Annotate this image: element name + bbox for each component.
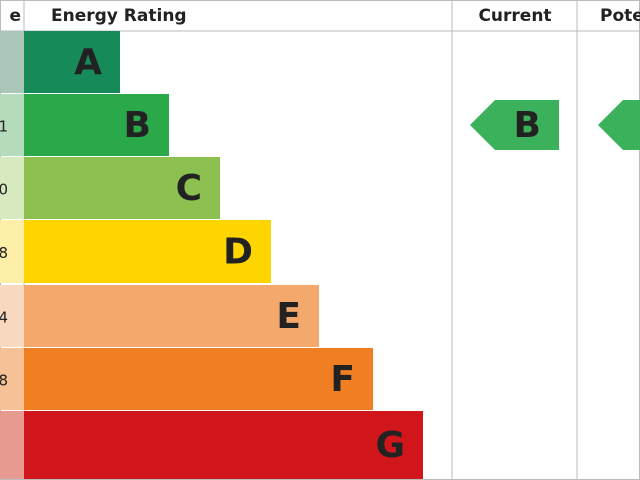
current-rating: B (514, 105, 541, 146)
rating-bar (24, 94, 169, 156)
rating-bar (24, 157, 220, 219)
score-text: 8 (0, 372, 8, 390)
rating-letter: G (375, 425, 405, 466)
current-header: Current (478, 6, 551, 26)
potential-header: Pote (600, 6, 640, 26)
rating-bar (24, 348, 373, 410)
bands: A 1 B 0 C 8 D 4 E 8 FG (0, 31, 423, 479)
rating-letter: B (124, 105, 151, 146)
rating-bar (24, 220, 271, 283)
current-arrow (470, 100, 559, 150)
rating-header: Energy Rating (51, 6, 187, 26)
score-cell (0, 220, 24, 283)
rating-letter: D (223, 232, 253, 273)
score-cell (0, 157, 24, 219)
rating-letter: E (276, 296, 301, 337)
potential-arrow (598, 100, 640, 150)
score-text: 4 (0, 309, 8, 327)
score-cell (0, 348, 24, 410)
rating-letter: C (176, 168, 202, 209)
score-text: 8 (0, 244, 8, 262)
score-text: 1 (0, 118, 8, 136)
score-cell (0, 31, 24, 93)
score-text: 0 (0, 181, 8, 199)
rating-bar (24, 411, 423, 479)
score-cell (0, 94, 24, 156)
rating-bar (24, 31, 120, 93)
rating-bar (24, 285, 319, 347)
score-header: e (9, 6, 21, 26)
score-cell (0, 285, 24, 347)
rating-letter: A (74, 42, 102, 83)
rating-letter: F (330, 359, 355, 400)
score-cell (0, 411, 24, 479)
